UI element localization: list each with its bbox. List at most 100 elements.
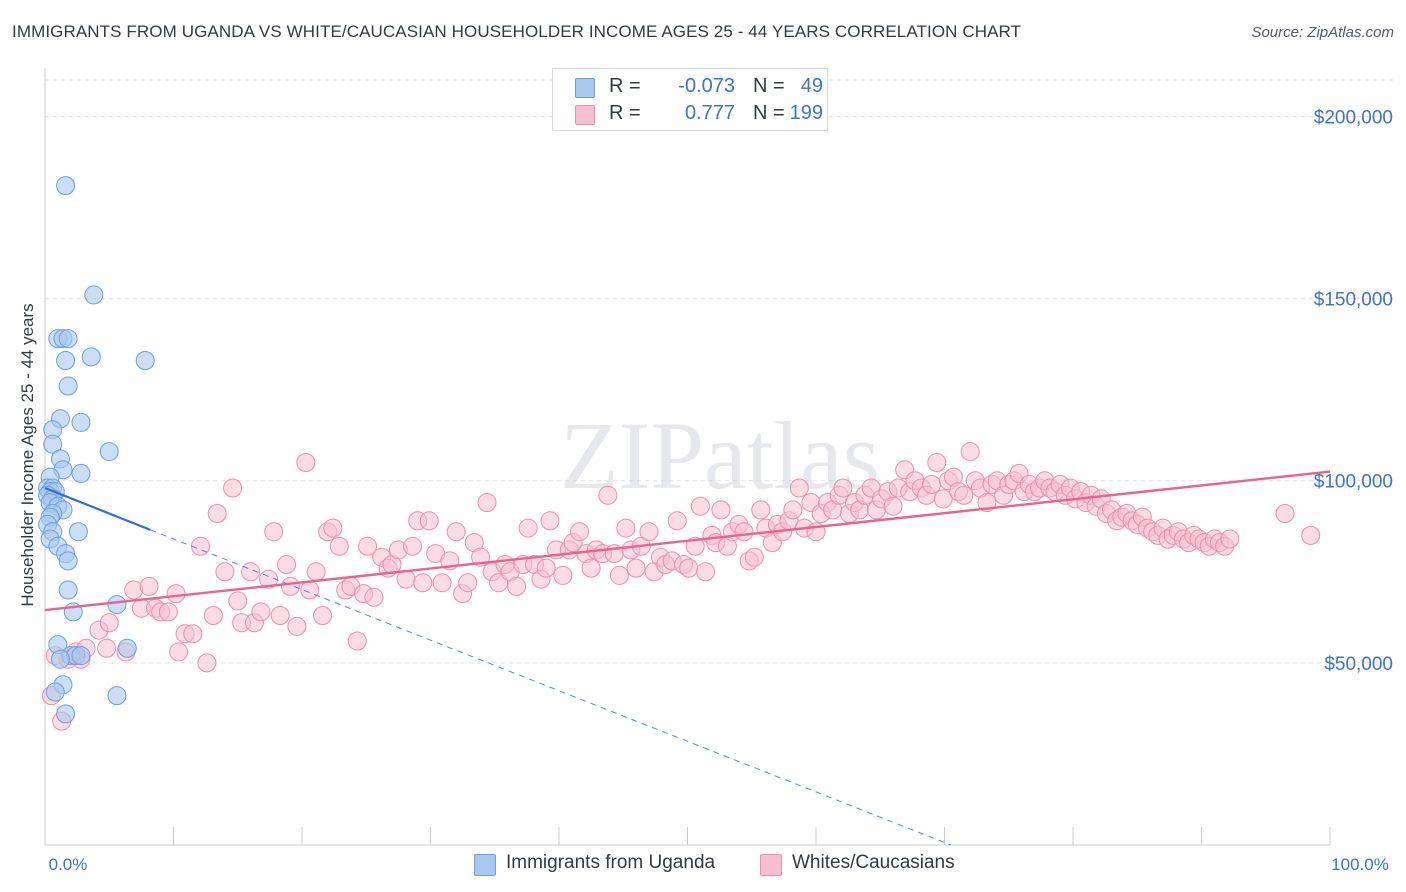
point-whites — [1220, 529, 1240, 549]
point-whites — [711, 500, 731, 520]
x-tick-0: 0.0% — [49, 855, 88, 874]
point-whites — [507, 576, 527, 596]
chart-title: IMMIGRANTS FROM UGANDA VS WHITE/CAUCASIA… — [12, 22, 1022, 41]
point-whites — [403, 536, 423, 556]
point-whites — [432, 573, 452, 593]
y-tick-label-150000: $150,000 — [1314, 290, 1393, 311]
legend-swatch-whites — [575, 105, 595, 125]
axis-layer: $50,000 $100,000 $150,000 $200,000 — [44, 68, 1393, 846]
bottom-legend-swatch-whites — [760, 854, 782, 876]
point-whites — [280, 576, 300, 596]
point-whites — [203, 606, 223, 625]
trend-uganda-extension — [150, 529, 952, 846]
point-whites — [581, 558, 601, 578]
point-whites — [228, 591, 248, 611]
legend-r-label: R = — [609, 102, 641, 124]
point-whites — [922, 474, 942, 494]
point-whites — [690, 496, 710, 516]
point-whites — [364, 587, 384, 607]
legend-r-label: R = — [609, 75, 641, 97]
point-whites — [598, 485, 618, 505]
point-uganda — [68, 522, 88, 542]
point-whites — [139, 576, 159, 596]
point-whites — [789, 478, 809, 498]
legend-r-value-whites: 0.777 — [684, 102, 735, 124]
y-tick-label-50000: $50,000 — [1324, 654, 1393, 675]
trend-uganda — [44, 486, 151, 531]
point-whites — [685, 536, 705, 556]
point-uganda — [107, 595, 127, 615]
point-whites — [626, 558, 646, 578]
point-uganda — [58, 376, 78, 396]
point-whites — [97, 638, 117, 658]
point-whites — [223, 478, 243, 498]
point-uganda — [43, 434, 63, 454]
point-whites — [744, 547, 764, 567]
y-tick-label-100000: $100,000 — [1314, 472, 1393, 493]
point-whites — [833, 478, 853, 498]
point-whites — [270, 606, 290, 625]
trend-lines — [44, 470, 1331, 846]
point-whites — [347, 631, 367, 651]
point-uganda — [56, 176, 76, 196]
point-whites — [518, 518, 538, 538]
point-whites — [570, 522, 590, 542]
point-uganda — [71, 412, 91, 432]
point-whites — [277, 555, 297, 574]
point-whites — [183, 624, 203, 644]
point-uganda — [99, 442, 119, 462]
point-whites — [296, 453, 316, 472]
point-whites — [639, 522, 659, 542]
legend-n-value-uganda: 49 — [800, 75, 823, 97]
point-whites — [264, 522, 284, 542]
point-whites — [306, 562, 326, 582]
point-whites — [215, 562, 235, 582]
point-uganda — [107, 686, 127, 706]
point-uganda — [71, 463, 91, 483]
whites-caucasians-points — [41, 442, 1321, 731]
point-whites — [413, 573, 433, 593]
legend-r-value-uganda: -0.073 — [678, 75, 735, 97]
point-whites — [1275, 504, 1295, 523]
point-whites — [99, 613, 119, 633]
point-whites — [251, 602, 271, 622]
point-whites — [783, 500, 803, 520]
point-whites — [207, 504, 227, 523]
bottom-legend-swatch-uganda — [474, 854, 496, 876]
point-whites — [933, 489, 953, 509]
point-whites — [960, 442, 980, 462]
point-whites — [927, 453, 947, 472]
point-whites — [734, 522, 754, 542]
point-uganda — [81, 347, 101, 367]
point-whites — [540, 511, 560, 531]
source-label: Source: ZipAtlas.com — [1251, 24, 1394, 41]
point-whites — [1301, 525, 1321, 545]
point-whites — [667, 511, 687, 531]
x-tick-100: 100.0% — [1331, 855, 1389, 874]
bottom-legend-label-whites: Whites/Caucasians — [792, 852, 955, 873]
legend-n-label: N = — [753, 102, 785, 124]
point-uganda — [58, 329, 78, 349]
bottom-legend-label-uganda: Immigrants from Uganda — [506, 852, 716, 873]
point-whites — [300, 580, 320, 600]
point-uganda — [58, 580, 78, 600]
point-whites — [489, 573, 509, 593]
legend-swatch-uganda — [575, 78, 595, 98]
point-uganda — [117, 638, 137, 658]
point-whites — [313, 606, 333, 625]
legend-box: R = -0.073 N = 49 R = 0.777 N = 199 — [552, 68, 828, 131]
point-whites — [197, 653, 217, 673]
point-whites — [329, 536, 349, 556]
point-uganda — [135, 351, 155, 370]
point-whites — [477, 493, 497, 513]
point-whites — [695, 562, 715, 582]
point-whites — [609, 565, 629, 585]
point-uganda — [71, 646, 91, 666]
point-whites — [287, 616, 307, 636]
point-whites — [954, 485, 974, 505]
point-uganda — [84, 285, 104, 305]
point-whites — [323, 518, 343, 538]
point-uganda — [45, 682, 65, 702]
trend-whites — [44, 470, 1331, 612]
